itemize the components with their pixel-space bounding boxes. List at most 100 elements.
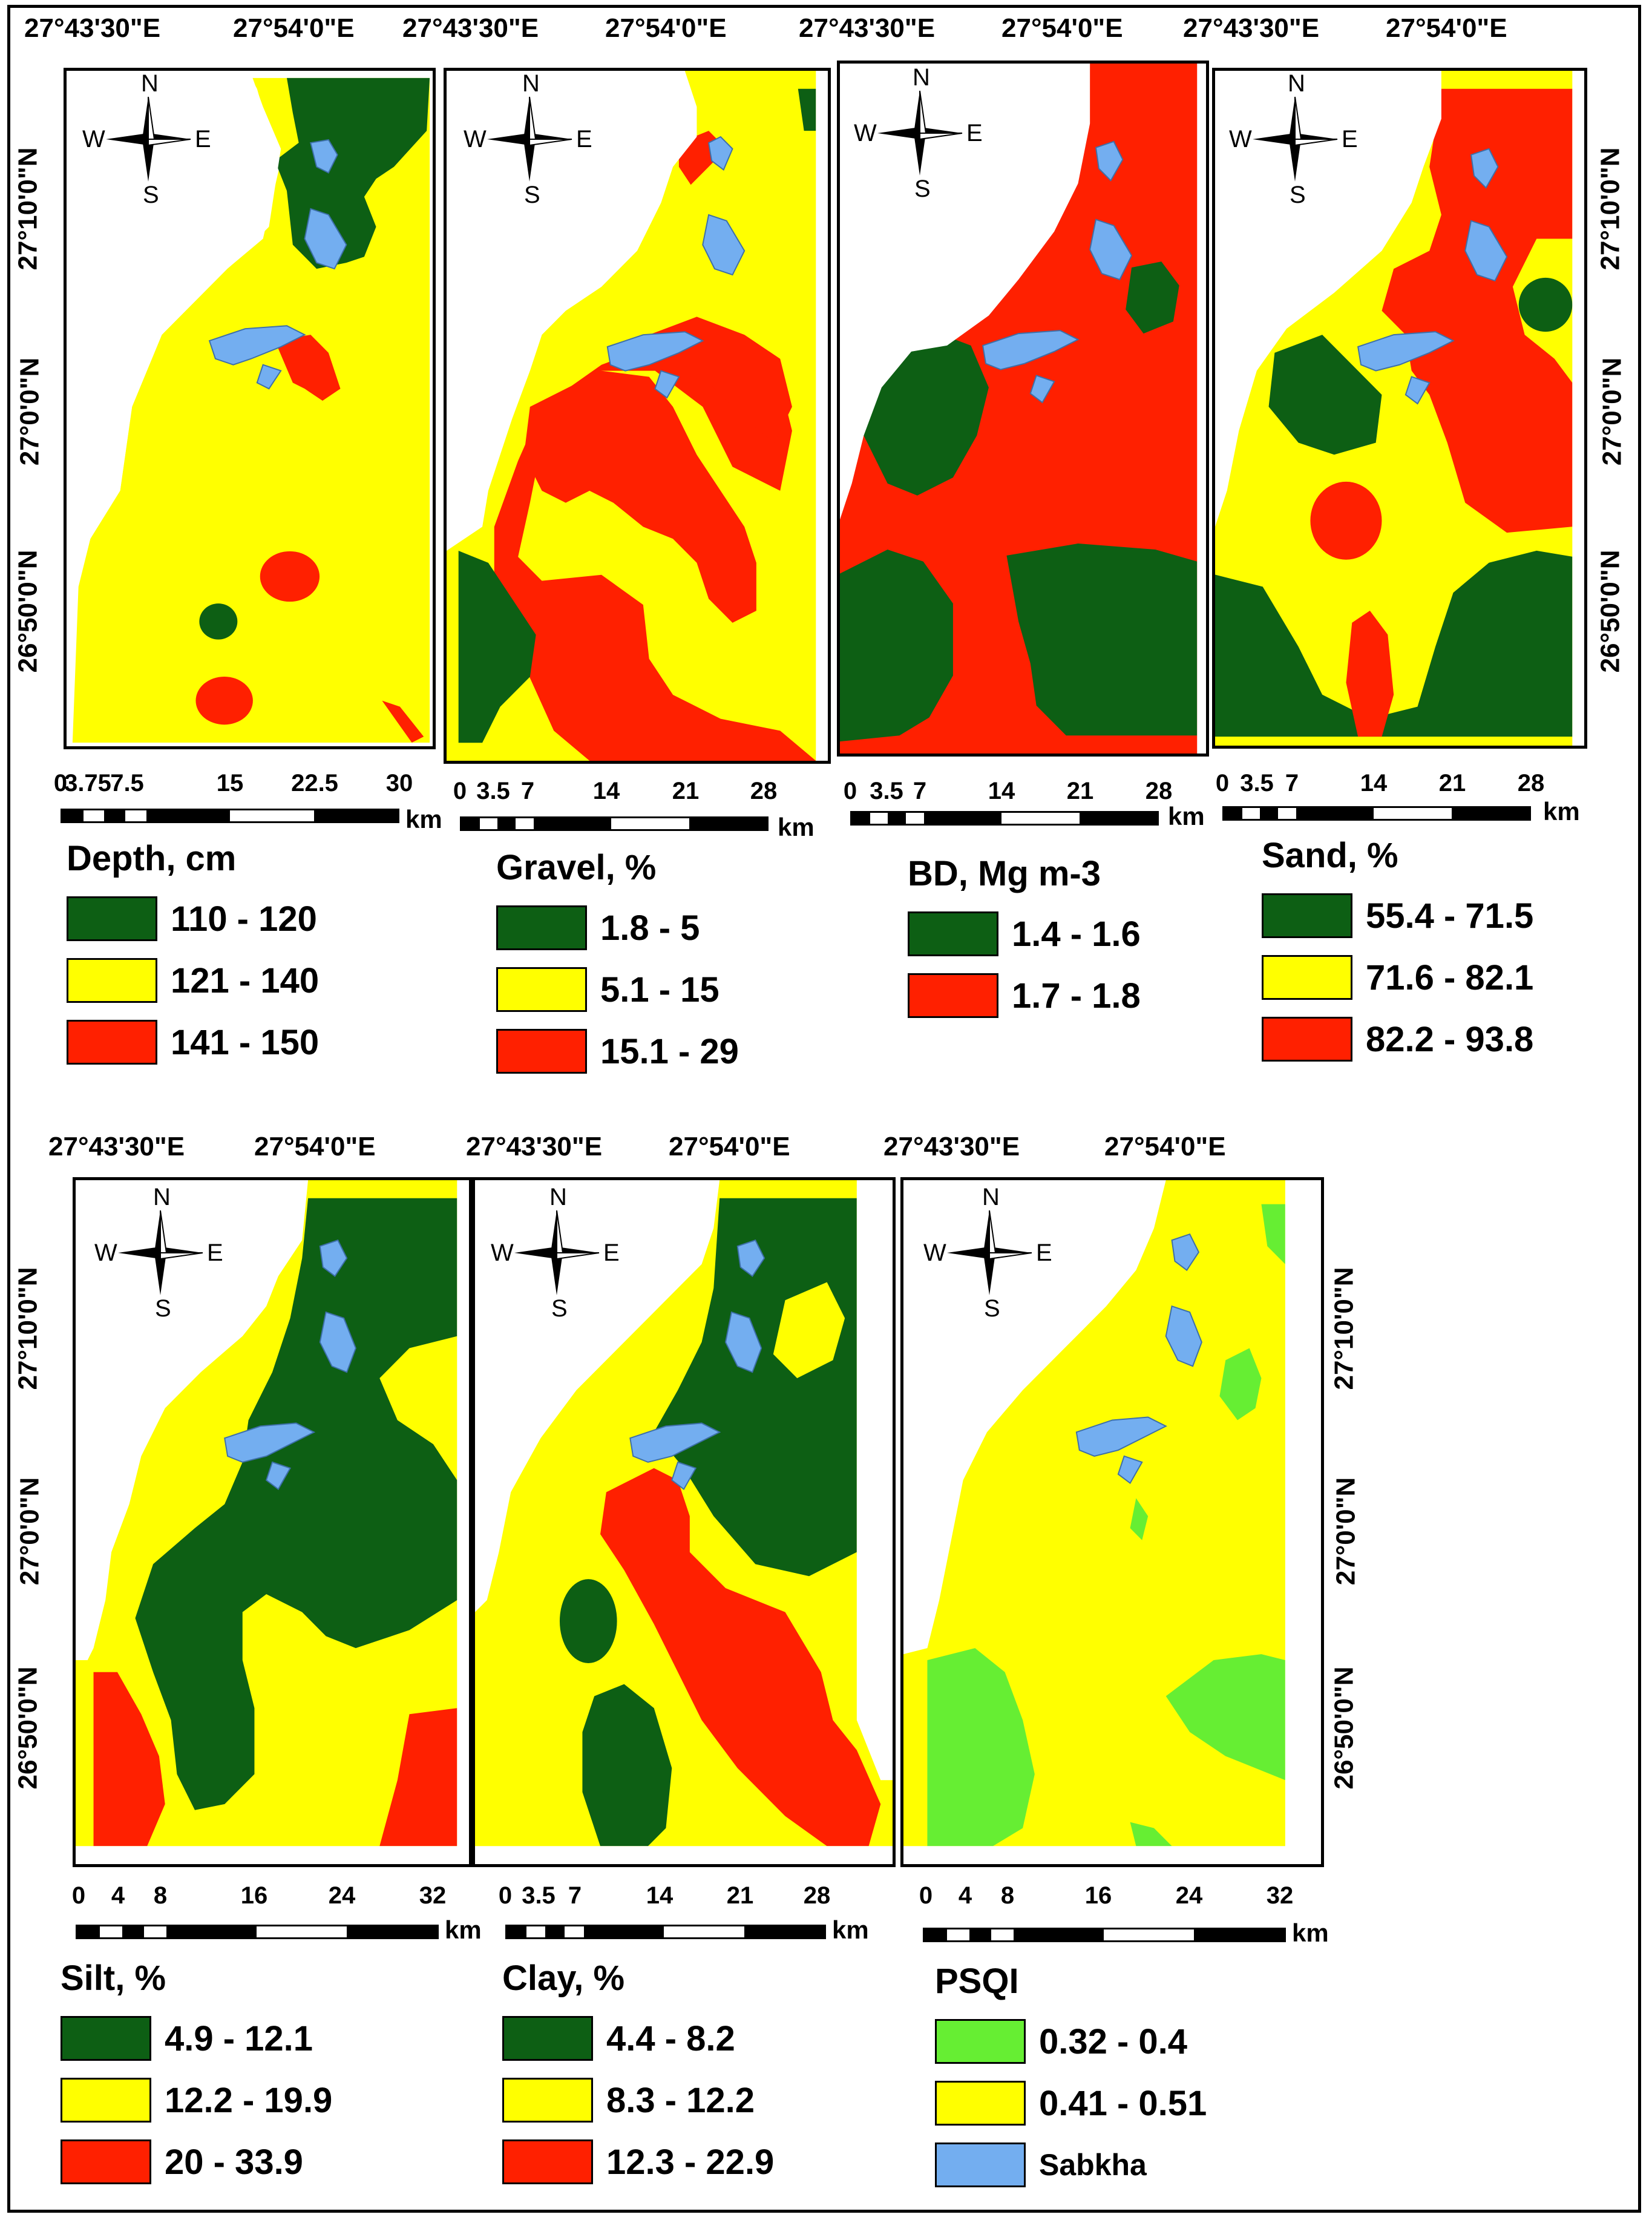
scale-tick: 16 <box>240 1882 268 1909</box>
legend-swatch <box>496 967 587 1012</box>
legend-swatch <box>935 2081 1026 2126</box>
sabkha-polygon <box>724 1311 762 1373</box>
scale-tick: 15 <box>216 770 244 796</box>
sabkha-polygon <box>319 1311 356 1373</box>
lat-label: 27°10'0"N <box>1595 147 1625 271</box>
compass-n: N <box>141 70 159 97</box>
legend-bd: BD, Mg m-3 1.4 - 1.6 1.7 - 1.8 <box>908 853 1141 1033</box>
region-white <box>856 1180 893 1781</box>
sabkha-polygon <box>1171 1233 1200 1272</box>
region-white <box>76 1846 469 1864</box>
compass-rose-icon <box>1253 96 1338 182</box>
region-lightgreen <box>927 1648 1035 1847</box>
region-white <box>1572 71 1584 746</box>
region-red <box>494 329 816 761</box>
region-red <box>1382 88 1573 533</box>
legend-label: 1.7 - 1.8 <box>1012 976 1141 1016</box>
scale-tick: 7 <box>1285 770 1299 796</box>
legend-swatch <box>67 1020 157 1065</box>
lat-label: 27°0'0"N <box>15 1477 45 1586</box>
lat-label: 26°50'0"N <box>1595 550 1625 673</box>
sabkha-polygon <box>265 1461 291 1490</box>
legend-depth: Depth, cm 110 - 120 121 - 140 141 - 150 <box>67 838 319 1080</box>
north-arrow: N S W E <box>854 64 983 202</box>
sabkha-polygon <box>1357 331 1455 372</box>
scale-tick: 21 <box>1438 770 1466 796</box>
scale-tick: 0 <box>498 1882 513 1909</box>
region-lightgreen <box>1219 1348 1262 1420</box>
scale-tick: 4 <box>111 1882 125 1909</box>
sabkha-polygon <box>208 325 306 366</box>
sabkha-polygon <box>654 370 680 399</box>
legend-swatch <box>61 2078 151 2123</box>
scale-tick: 32 <box>1266 1882 1294 1909</box>
sabkha-polygon <box>1089 218 1133 281</box>
map-panel-silt <box>73 1177 472 1867</box>
compass-w: W <box>82 126 105 153</box>
compass-w: W <box>491 1240 514 1266</box>
region-green <box>1518 277 1573 332</box>
scale-tick: 8 <box>1000 1882 1015 1909</box>
figure-frame <box>7 5 1641 2213</box>
region-white <box>903 1180 1166 1655</box>
scale-bar: 0 3.5 7 14 21 28 km <box>838 778 1225 838</box>
lat-label: 27°0'0"N <box>1331 1477 1361 1586</box>
lon-label: 27°43'30"E <box>883 1132 1020 1161</box>
legend-swatch <box>502 2078 593 2123</box>
compass-rose-icon <box>514 1210 600 1295</box>
region-lightgreen <box>1165 1654 1285 1781</box>
north-arrow: N S W E <box>491 1184 620 1322</box>
legend-sand: Sand, % 55.4 - 71.5 71.6 - 82.1 82.2 - 9… <box>1262 835 1533 1077</box>
region-lightgreen <box>1130 1498 1149 1540</box>
compass-n: N <box>153 1184 171 1210</box>
lat-label: 26°50'0"N <box>13 550 43 673</box>
compass-s: S <box>143 182 159 208</box>
legend-label: 0.41 - 0.51 <box>1039 2083 1207 2123</box>
lon-label: 27°43'30"E <box>799 13 936 43</box>
compass-e: E <box>966 120 983 146</box>
compass-s: S <box>914 176 931 202</box>
lat-label: 27°10'0"N <box>13 147 43 271</box>
lat-label: 27°10'0"N <box>13 1267 43 1390</box>
compass-s: S <box>984 1295 1000 1322</box>
legend-title: BD, Mg m-3 <box>908 854 1101 893</box>
region-red <box>1310 481 1382 560</box>
sabkha-polygon <box>310 139 338 174</box>
scale-unit: km <box>445 1916 482 1944</box>
region-white <box>447 71 697 551</box>
legend-label: 71.6 - 82.1 <box>1366 957 1534 997</box>
legend-label: 12.3 - 22.9 <box>606 2142 775 2182</box>
scale-tick: 21 <box>1066 778 1094 804</box>
legend-label: 141 - 150 <box>171 1022 320 1062</box>
sabkha-polygon <box>671 1461 697 1490</box>
legend-swatch <box>496 905 587 950</box>
scale-tick: 0 <box>843 778 857 804</box>
scale-unit: km <box>778 813 815 841</box>
scale-tick: 16 <box>1084 1882 1112 1909</box>
north-arrow: N S W E <box>923 1184 1052 1322</box>
compass-n: N <box>982 1184 1000 1210</box>
sabkha-polygon <box>606 331 704 372</box>
map-panel-sand <box>1212 68 1587 749</box>
sabkha-polygon <box>1029 375 1055 404</box>
scale-tick: 28 <box>750 778 778 804</box>
legend-label: 12.2 - 19.9 <box>165 2080 333 2120</box>
scale-tick: 28 <box>1517 770 1545 796</box>
scale-unit: km <box>1168 802 1205 830</box>
region-green <box>199 603 238 640</box>
legend-label: 15.1 - 29 <box>600 1031 739 1071</box>
region-red <box>1346 611 1394 737</box>
legend-label: 1.8 - 5 <box>600 908 700 948</box>
compass-w: W <box>464 126 487 153</box>
region-red <box>523 370 756 623</box>
legend-psqi: PSQI 0.32 - 0.4 0.41 - 0.51 Sabkha <box>935 1961 1207 2202</box>
compass-e: E <box>207 1240 223 1266</box>
region-yellow <box>773 1282 845 1379</box>
sabkha-polygon <box>1165 1305 1202 1367</box>
compass-rose-icon <box>947 1210 1032 1295</box>
lon-label: 27°43'30"E <box>466 1132 603 1161</box>
legend-swatch <box>1262 955 1352 1000</box>
compass-rose-icon <box>106 96 191 182</box>
lat-label: 27°0'0"N <box>15 357 45 466</box>
scale-tick: 3.5 <box>476 778 510 804</box>
